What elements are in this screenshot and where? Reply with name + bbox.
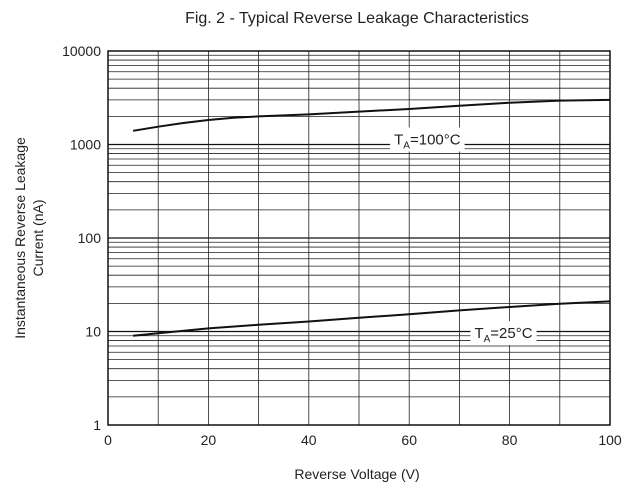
series-label-background: [390, 127, 465, 152]
series-line-ta-100c: [132, 98, 611, 132]
tick-labels: 0 20 40 60 80 100 1 10 100 1000 10000: [62, 43, 622, 448]
x-tick-label: 100: [598, 432, 622, 448]
chart-title: Fig. 2 - Typical Reverse Leakage Charact…: [185, 10, 529, 27]
x-tick-label: 0: [104, 432, 112, 448]
y-tick-label: 10000: [62, 43, 101, 59]
series: TA=100°CTA=25°C: [132, 98, 611, 346]
series-label-main: T: [394, 132, 403, 149]
x-tick-label: 20: [201, 432, 217, 448]
series-line-ta-25c: [132, 300, 611, 337]
series-label-subscript: A: [403, 141, 410, 152]
grid: [108, 51, 610, 425]
x-tick-label: 60: [401, 432, 417, 448]
y-tick-label: 1: [93, 417, 101, 433]
series-label-background: [470, 321, 537, 346]
series-label-rest: =100°C: [410, 132, 461, 149]
plot-frame: [107, 50, 611, 426]
series-label: TA=100°C: [394, 132, 461, 152]
y-axis-label-line-1: Instantaneous Reverse Leakage: [12, 137, 28, 339]
y-tick-label: 10: [85, 324, 101, 340]
x-tick-label: 40: [301, 432, 317, 448]
series-label-rest: =25°C: [490, 325, 532, 342]
y-tick-label: 100: [78, 230, 102, 246]
series-label: TA=25°C: [474, 325, 532, 345]
series-label-main: T: [474, 325, 483, 342]
y-axis-label-line-2: Current (nA): [30, 199, 46, 276]
x-tick-label: 80: [502, 432, 518, 448]
x-axis-label: Reverse Voltage (V): [294, 466, 419, 482]
series-label-subscript: A: [484, 334, 491, 345]
y-tick-label: 1000: [70, 137, 101, 153]
